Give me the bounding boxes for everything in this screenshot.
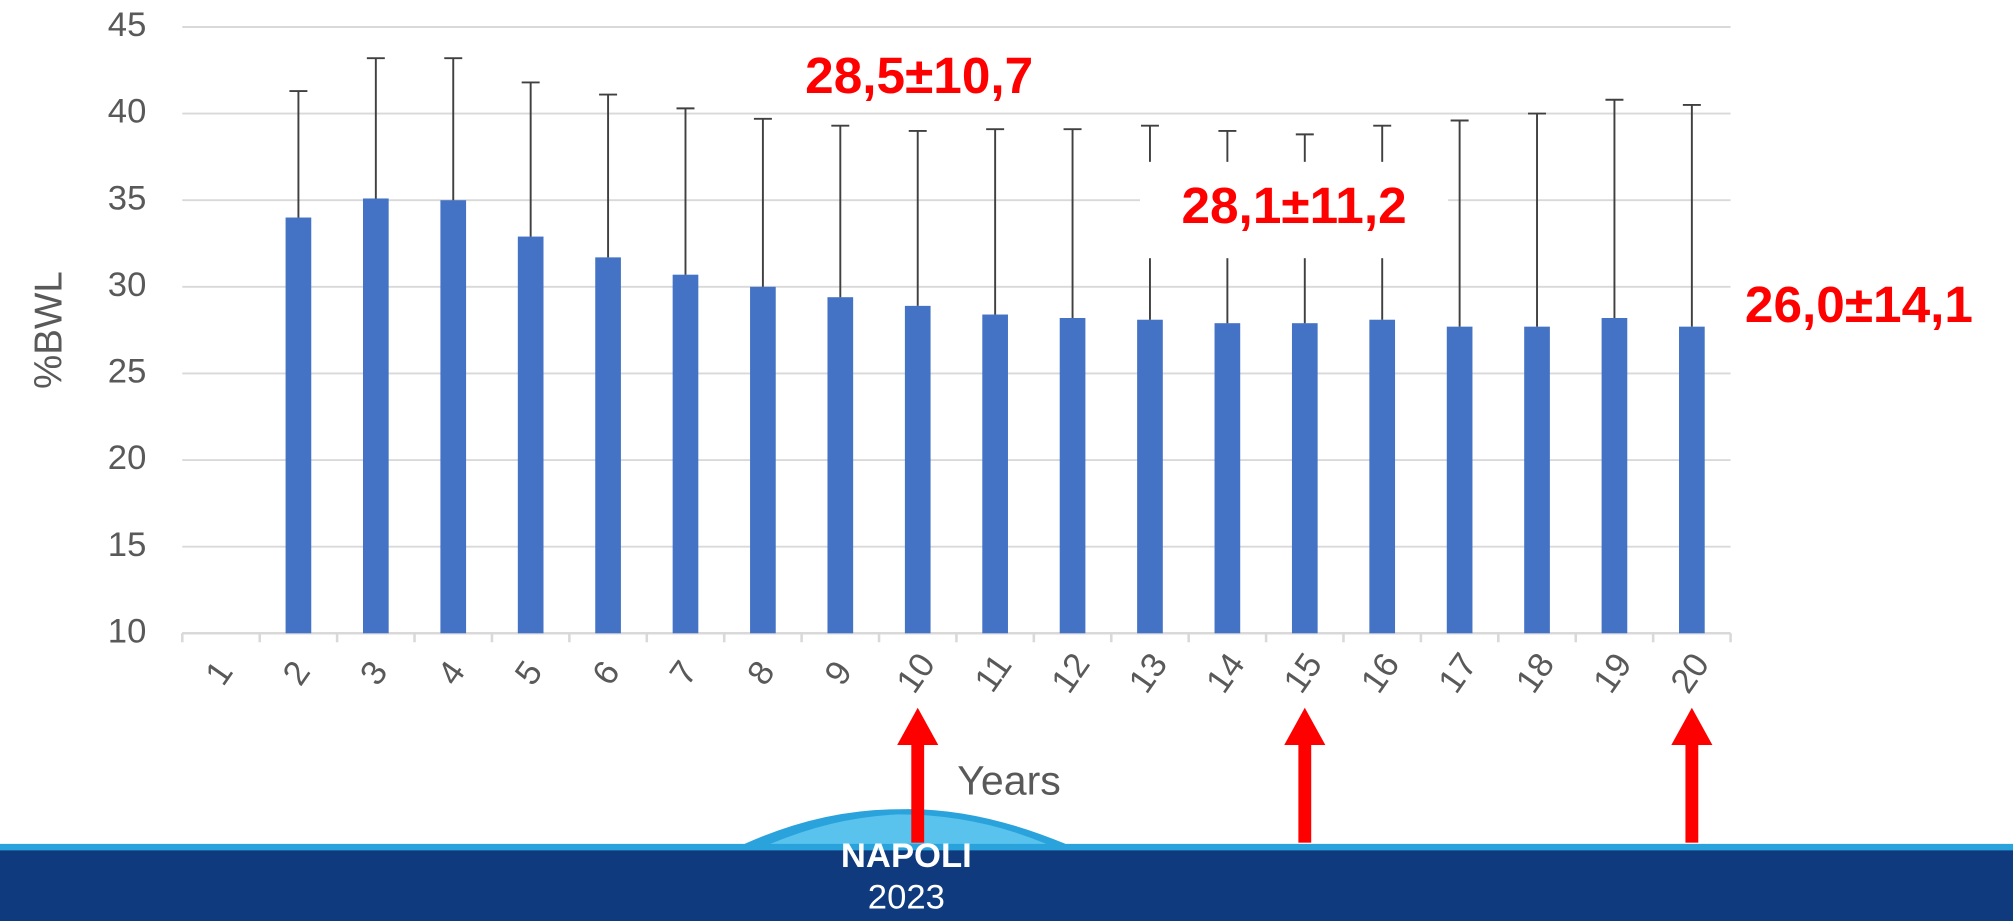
arrow-head [897,707,939,746]
annotation-background [1140,161,1449,259]
x-tick-label: 10 [890,647,943,700]
footer-band [0,847,2013,921]
bar [1601,317,1628,634]
arrow-head [1284,707,1326,746]
bar [1291,323,1318,634]
bar [440,200,467,634]
error-bar [599,93,618,258]
y-tick-label: 15 [108,526,147,564]
bar [1214,323,1241,634]
error-bar [366,57,385,199]
error-bar [676,107,695,275]
y-tick-label: 25 [108,353,147,391]
x-tick-label: 4 [431,655,473,693]
footer-title: NAPOLI [841,837,972,875]
arrow-shaft [1298,739,1312,843]
bar [750,286,776,634]
bar [1524,326,1550,634]
bar [904,305,931,634]
bar [827,297,854,634]
error-bar [1063,128,1082,318]
error-bar [1682,103,1701,327]
annotation: 28,5±10,7 [805,47,1033,104]
x-tick-label: 2 [276,655,318,693]
bar [982,314,1008,634]
bar [362,198,389,634]
error-bar [1605,98,1624,318]
bar [1679,326,1705,634]
footer-mountain [0,809,2013,851]
x-tick-label: 15 [1277,647,1330,700]
x-tick-label: 13 [1122,647,1175,700]
x-tick-label: 8 [740,655,782,693]
x-tick-label: 14 [1199,647,1252,700]
footer-year: 2023 [868,878,945,916]
x-tick-label: 3 [353,655,395,693]
x-tick-label: 1 [198,655,240,693]
x-tick-label: 5 [508,655,550,693]
y-tick-label: 20 [108,439,147,477]
y-tick-label: 30 [108,266,147,304]
arrow-head [1671,707,1713,746]
bar [1137,319,1163,634]
arrow-shaft [1685,739,1699,843]
x-tick-label: 19 [1586,647,1639,700]
bar [1369,319,1396,634]
x-tick-label: 6 [585,655,627,693]
y-tick-label: 10 [108,612,147,650]
arrow-shaft [911,739,925,843]
error-bar [753,117,772,287]
x-tick-label: 18 [1509,647,1562,700]
x-tick-label: 9 [818,655,860,693]
x-tick-label: 11 [968,648,1020,699]
footer-mountain-light [770,814,1047,844]
annotation: 26,0±14,1 [1745,276,1973,333]
annotation: 28,1±11,2 [1181,177,1406,234]
error-bar [1528,112,1547,327]
y-axis-label: %BWL [28,271,71,389]
x-tick-label: 16 [1354,647,1407,700]
x-tick-label: 17 [1431,647,1484,700]
error-bar [289,90,308,218]
error-bar [986,128,1005,315]
x-tick-label: 7 [663,655,705,693]
error-bar [908,129,927,306]
error-bar [1450,119,1469,327]
bar [517,236,544,634]
x-tick-label: 20 [1664,647,1717,700]
bar [285,217,312,634]
bar [672,274,699,634]
error-bar [831,124,850,298]
error-bar [521,81,540,237]
x-axis-label: Years [957,757,1061,803]
y-tick-label: 45 [108,6,147,44]
error-bar [444,57,463,201]
y-tick-label: 40 [108,93,147,131]
bar [1059,317,1086,634]
bar [595,257,621,634]
y-tick-label: 35 [108,179,147,217]
x-tick-label: 12 [1044,647,1097,700]
bar [1446,326,1473,634]
